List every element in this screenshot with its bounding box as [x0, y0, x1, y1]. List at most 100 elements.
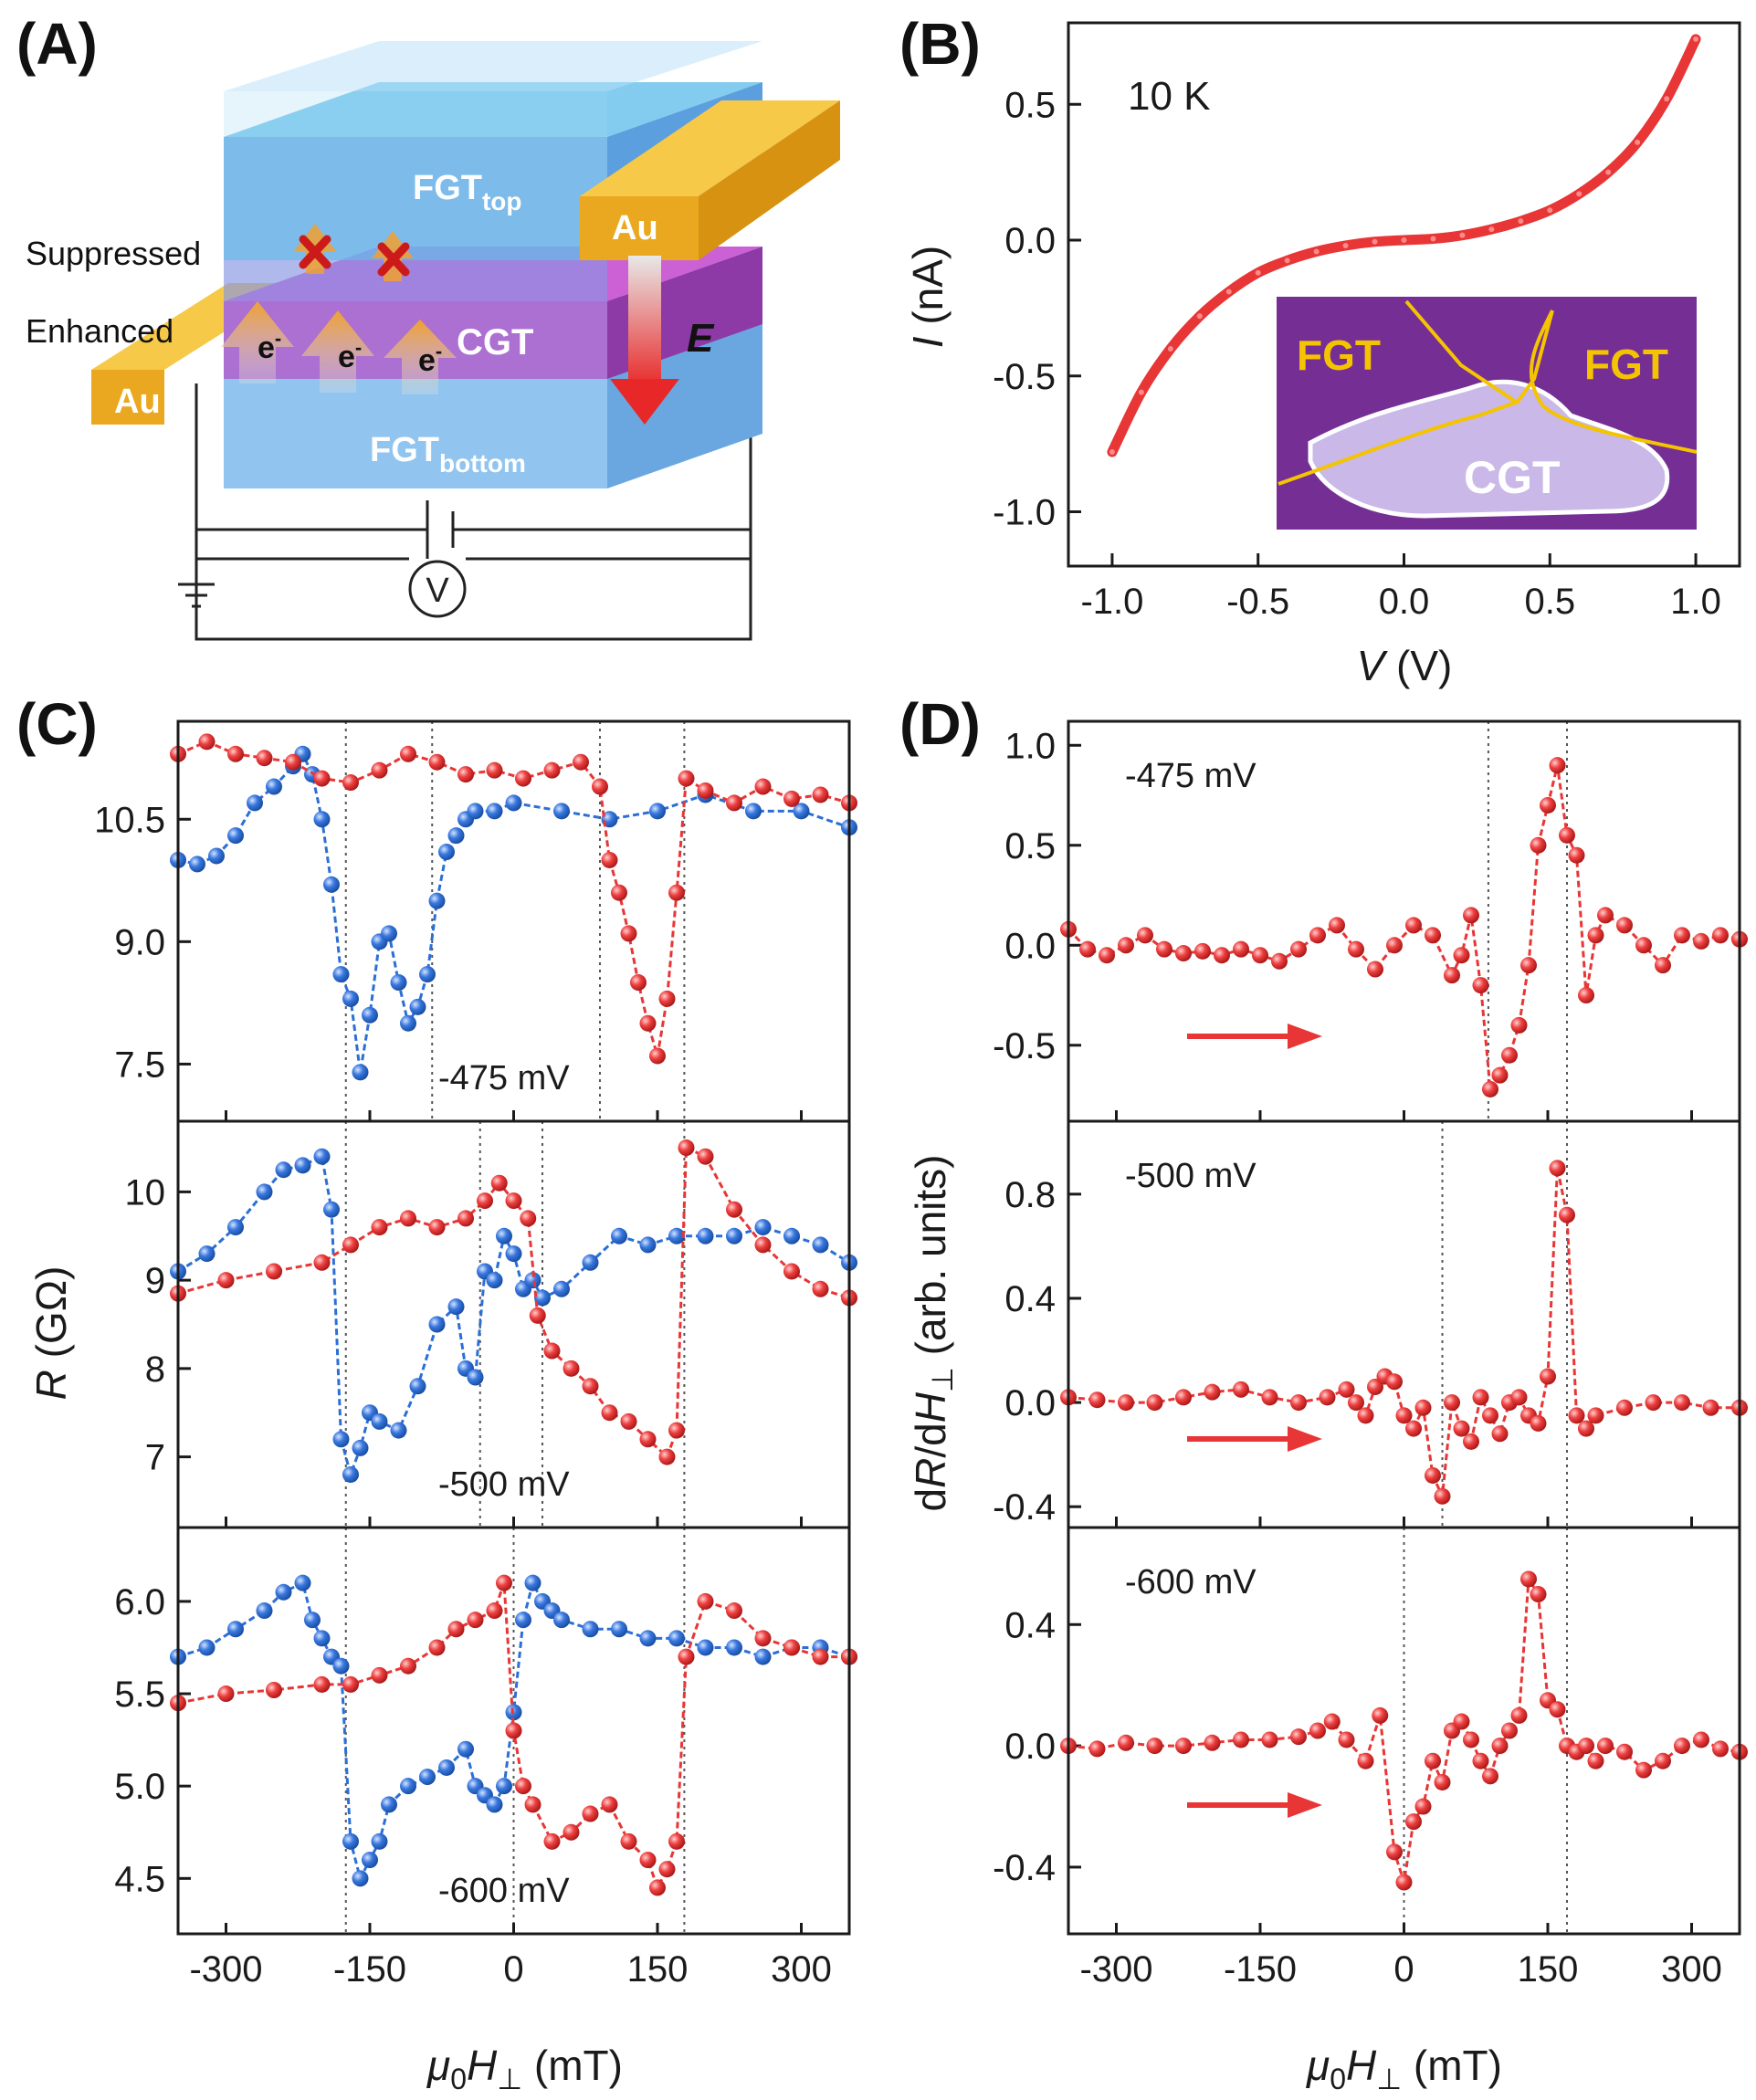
iv-curve	[1107, 34, 1701, 457]
derivative-data-point	[1616, 1399, 1633, 1416]
box-top	[224, 41, 762, 91]
resistance-data-point	[467, 1369, 484, 1386]
resistance-data-point	[668, 884, 685, 901]
resistance-data-point	[697, 1148, 714, 1165]
resistance-data-point	[783, 1639, 800, 1656]
resistance-data-point	[611, 1227, 627, 1244]
derivative-data-point	[1290, 940, 1307, 958]
derivative-data-point	[1559, 826, 1575, 844]
derivative-data-point	[1348, 940, 1364, 958]
iv-data-point	[1372, 238, 1378, 245]
iv-data-point	[1605, 169, 1612, 175]
resistance-data-point	[371, 1666, 388, 1684]
resistance-data-point	[496, 1778, 512, 1795]
resistance-data-point	[534, 1289, 551, 1307]
resistance-data-point	[208, 847, 225, 865]
derivative-data-point	[1088, 1740, 1106, 1758]
resistance-data-point	[342, 990, 359, 1007]
derivative-data-point	[1674, 1394, 1690, 1412]
derivative-data-point	[1549, 1160, 1566, 1177]
resistance-data-point	[601, 1796, 618, 1813]
derivative-series-red-line	[1067, 1168, 1740, 1502]
resistance-data-point	[697, 1639, 714, 1656]
resistance-bias-label: -475 mV	[438, 1059, 570, 1097]
derivative-data-point	[1425, 1752, 1441, 1769]
resistance-data-point	[592, 778, 608, 795]
derivative-data-point	[1386, 1843, 1403, 1861]
iv-data-point	[1313, 248, 1320, 255]
resistance-data-point	[217, 1272, 235, 1289]
iv-data-point	[1459, 232, 1466, 238]
resistance-data-point	[371, 761, 388, 779]
derivative-data-point	[1137, 927, 1153, 944]
resistance-data-point	[553, 1280, 570, 1297]
derivative-data-point	[1146, 1394, 1163, 1412]
derivative-data-point	[1156, 940, 1172, 958]
inset-fgt-left: FGT	[1297, 331, 1381, 379]
derivative-data-point	[1510, 1706, 1528, 1724]
derivative-data-point	[1472, 1752, 1489, 1769]
derivative-data-point	[1290, 1728, 1307, 1746]
derivative-data-point	[1655, 1752, 1671, 1769]
resistance-y-tick-label: 4.5	[114, 1859, 165, 1899]
resistance-data-point	[256, 1183, 273, 1201]
resistance-data-point	[323, 876, 340, 893]
derivative-chart: 1.0 0.5 0.0 -0.5 -475 mV 0.8 0.4 0.0 -0.4 -500 mV…	[907, 719, 1748, 2095]
iv-data-point	[1664, 96, 1670, 102]
derivative-data-point	[1674, 1738, 1690, 1755]
resistance-data-point	[649, 1047, 666, 1065]
derivative-data-point	[1338, 1731, 1355, 1748]
resistance-data-point	[447, 1621, 465, 1638]
derivative-data-point	[1386, 937, 1403, 954]
resistance-data-point	[332, 1657, 350, 1675]
sweep-arrow-head-icon	[1288, 1426, 1322, 1452]
derivative-data-point	[1559, 1206, 1575, 1223]
derivative-y-tick-label: 0.0	[1004, 926, 1056, 966]
resistance-data-point	[505, 1722, 522, 1739]
iv-x-tick-label: -1.0	[1080, 582, 1143, 622]
derivative-data-point	[1088, 1391, 1106, 1409]
derivative-subplot-frame	[1067, 1526, 1741, 1936]
resistance-data-point	[697, 1592, 714, 1610]
derivative-data-point	[1323, 1713, 1341, 1730]
au-right-side	[699, 100, 840, 260]
resistance-data-point	[726, 794, 742, 812]
resistance-data-point	[524, 1796, 542, 1813]
resistance-data-point	[400, 745, 416, 762]
inset-cgt: CGT	[1464, 452, 1561, 503]
derivative-data-point	[1214, 947, 1230, 964]
resistance-y-tick-label: 10.5	[94, 800, 165, 840]
derivative-data-point	[1491, 1066, 1509, 1084]
resistance-data-point	[620, 925, 637, 942]
derivative-data-point	[1405, 917, 1422, 934]
resistance-data-point	[313, 811, 331, 828]
derivative-data-point	[1549, 1701, 1566, 1718]
resistance-data-point	[620, 1412, 637, 1430]
resistance-data-point	[275, 1583, 292, 1601]
au-left-label: Au	[114, 383, 161, 421]
derivative-data-point	[1501, 1046, 1518, 1064]
iv-x-tick-label: 0.5	[1524, 582, 1575, 622]
resistance-data-point	[342, 1675, 359, 1693]
resistance-data-point	[227, 1621, 244, 1638]
derivative-x-tick-label: 0	[1393, 1949, 1414, 1990]
iv-y-tick-label: -0.5	[993, 357, 1056, 397]
resistance-data-point	[812, 786, 829, 803]
derivative-data-point	[1414, 1399, 1432, 1416]
resistance-data-point	[198, 1245, 216, 1263]
derivative-data-point	[1568, 846, 1585, 864]
voltmeter-wire	[195, 530, 752, 641]
derivative-data-point	[1204, 1383, 1221, 1401]
resistance-bias-label: -600 mV	[438, 1872, 570, 1910]
derivative-data-point	[1319, 1389, 1336, 1406]
resistance-data-point	[400, 1657, 416, 1675]
suppressed-label: Suppressed	[26, 235, 201, 272]
resistance-data-point	[496, 1574, 512, 1591]
derivative-x-tick-label: -150	[1224, 1949, 1297, 1990]
resistance-data-point	[266, 1682, 282, 1698]
derivative-chart-content: 1.0 0.5 0.0 -0.5 -475 mV 0.8 0.4 0.0 -0.4 -500 mV…	[993, 719, 1748, 1990]
resistance-data-point	[754, 778, 772, 795]
derivative-data-point	[1357, 1752, 1374, 1769]
resistance-data-point	[294, 1157, 311, 1174]
